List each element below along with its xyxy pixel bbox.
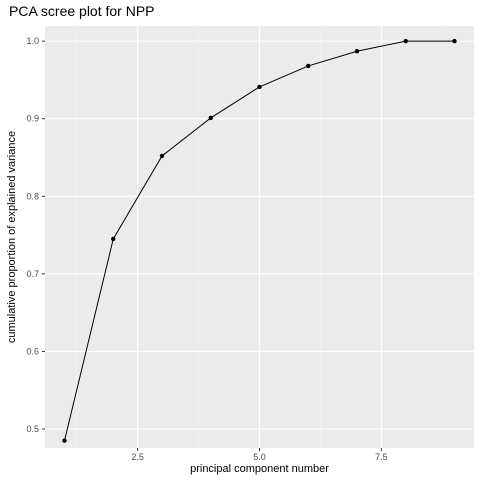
y-tick-label: 0.7 <box>26 269 39 279</box>
series-group <box>62 38 457 443</box>
y-tick-label: 0.6 <box>26 346 39 356</box>
y-axis: 0.5 0.6 0.7 0.8 0.9 1.0 <box>26 36 45 434</box>
data-point <box>403 38 408 44</box>
data-point <box>208 115 213 121</box>
data-point <box>452 38 457 44</box>
x-tick-label: 5.0 <box>253 452 266 462</box>
data-point <box>159 153 165 159</box>
data-point <box>354 49 360 54</box>
y-tick-label: 1.0 <box>26 36 39 46</box>
y-tick-label: 0.8 <box>26 191 39 201</box>
x-axis: 2.5 5.0 7.5 <box>131 448 388 462</box>
data-point <box>62 438 67 443</box>
x-tick-label: 2.5 <box>131 452 144 462</box>
grid-major <box>45 26 474 448</box>
y-axis-label: cumulative proportion of explained varia… <box>6 131 18 343</box>
x-axis-label: principal component number <box>190 463 329 475</box>
x-tick-label: 7.5 <box>375 452 388 462</box>
y-tick-label: 0.5 <box>26 424 39 434</box>
chart-title: PCA scree plot for NPP <box>9 3 155 19</box>
data-point <box>257 84 262 90</box>
y-tick-label: 0.9 <box>26 114 39 124</box>
data-point <box>306 63 311 69</box>
data-point <box>111 236 116 242</box>
